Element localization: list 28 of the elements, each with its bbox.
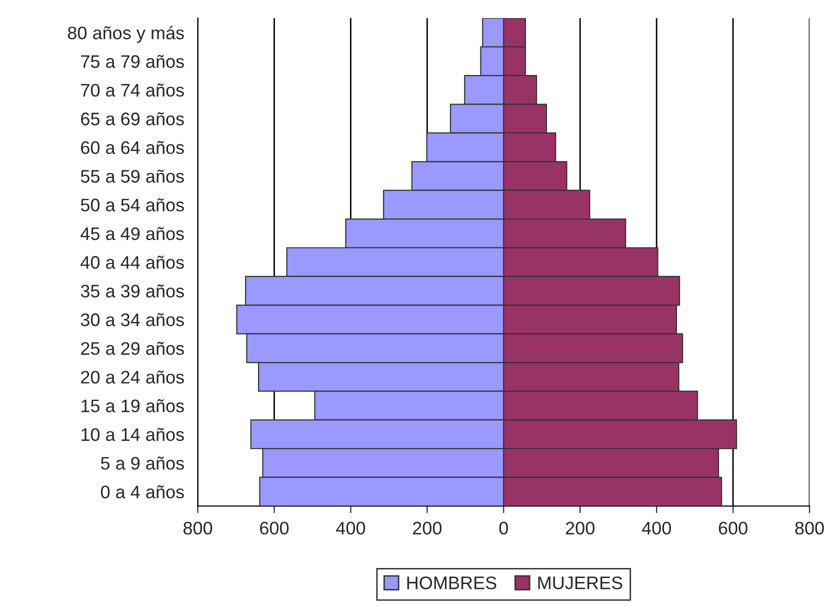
x-tick-label: 600 <box>260 522 289 535</box>
y-tick-label: 75 a 79 años <box>81 54 184 68</box>
x-tick-label: 400 <box>336 522 366 535</box>
y-tick-label: 15 a 19 años <box>82 399 184 412</box>
y-tick-label: 80 años y más <box>68 26 184 43</box>
y-tick-label: 20 a 24 años <box>81 370 184 384</box>
x-tick-label: 800 <box>183 522 212 535</box>
y-tick-label: 0 a 4 años <box>100 485 184 498</box>
y-tick-label: 10 a 14 años <box>82 428 184 441</box>
y-tick-label: 50 a 54 años <box>80 198 184 212</box>
y-tick-label: 40 a 44 años <box>80 256 184 269</box>
x-tick-label: 800 <box>795 522 824 535</box>
y-tick-label: 30 a 34 años <box>80 313 184 326</box>
y-tick-label: 25 a 29 años <box>81 342 184 355</box>
y-tick-label: 5 a 9 años <box>100 456 184 470</box>
legend-label: HOMBRES <box>407 576 496 590</box>
y-tick-label: 60 a 64 años <box>81 140 184 154</box>
x-tick-label: 600 <box>718 522 748 535</box>
x-tick-label: 400 <box>642 522 671 535</box>
y-tick-label: 35 a 39 años <box>80 284 184 298</box>
x-tick-label: 0 <box>499 522 508 535</box>
y-tick-label: 45 a 49 años <box>80 226 184 240</box>
y-tick-label: 65 a 69 años <box>81 112 184 126</box>
legend-label: MUJERES <box>538 576 622 590</box>
y-tick-label: 55 a 59 años <box>80 170 184 183</box>
x-tick-label: 200 <box>413 522 442 535</box>
y-tick-label: 70 a 74 años <box>81 84 184 97</box>
x-tick-label: 200 <box>566 522 594 535</box>
